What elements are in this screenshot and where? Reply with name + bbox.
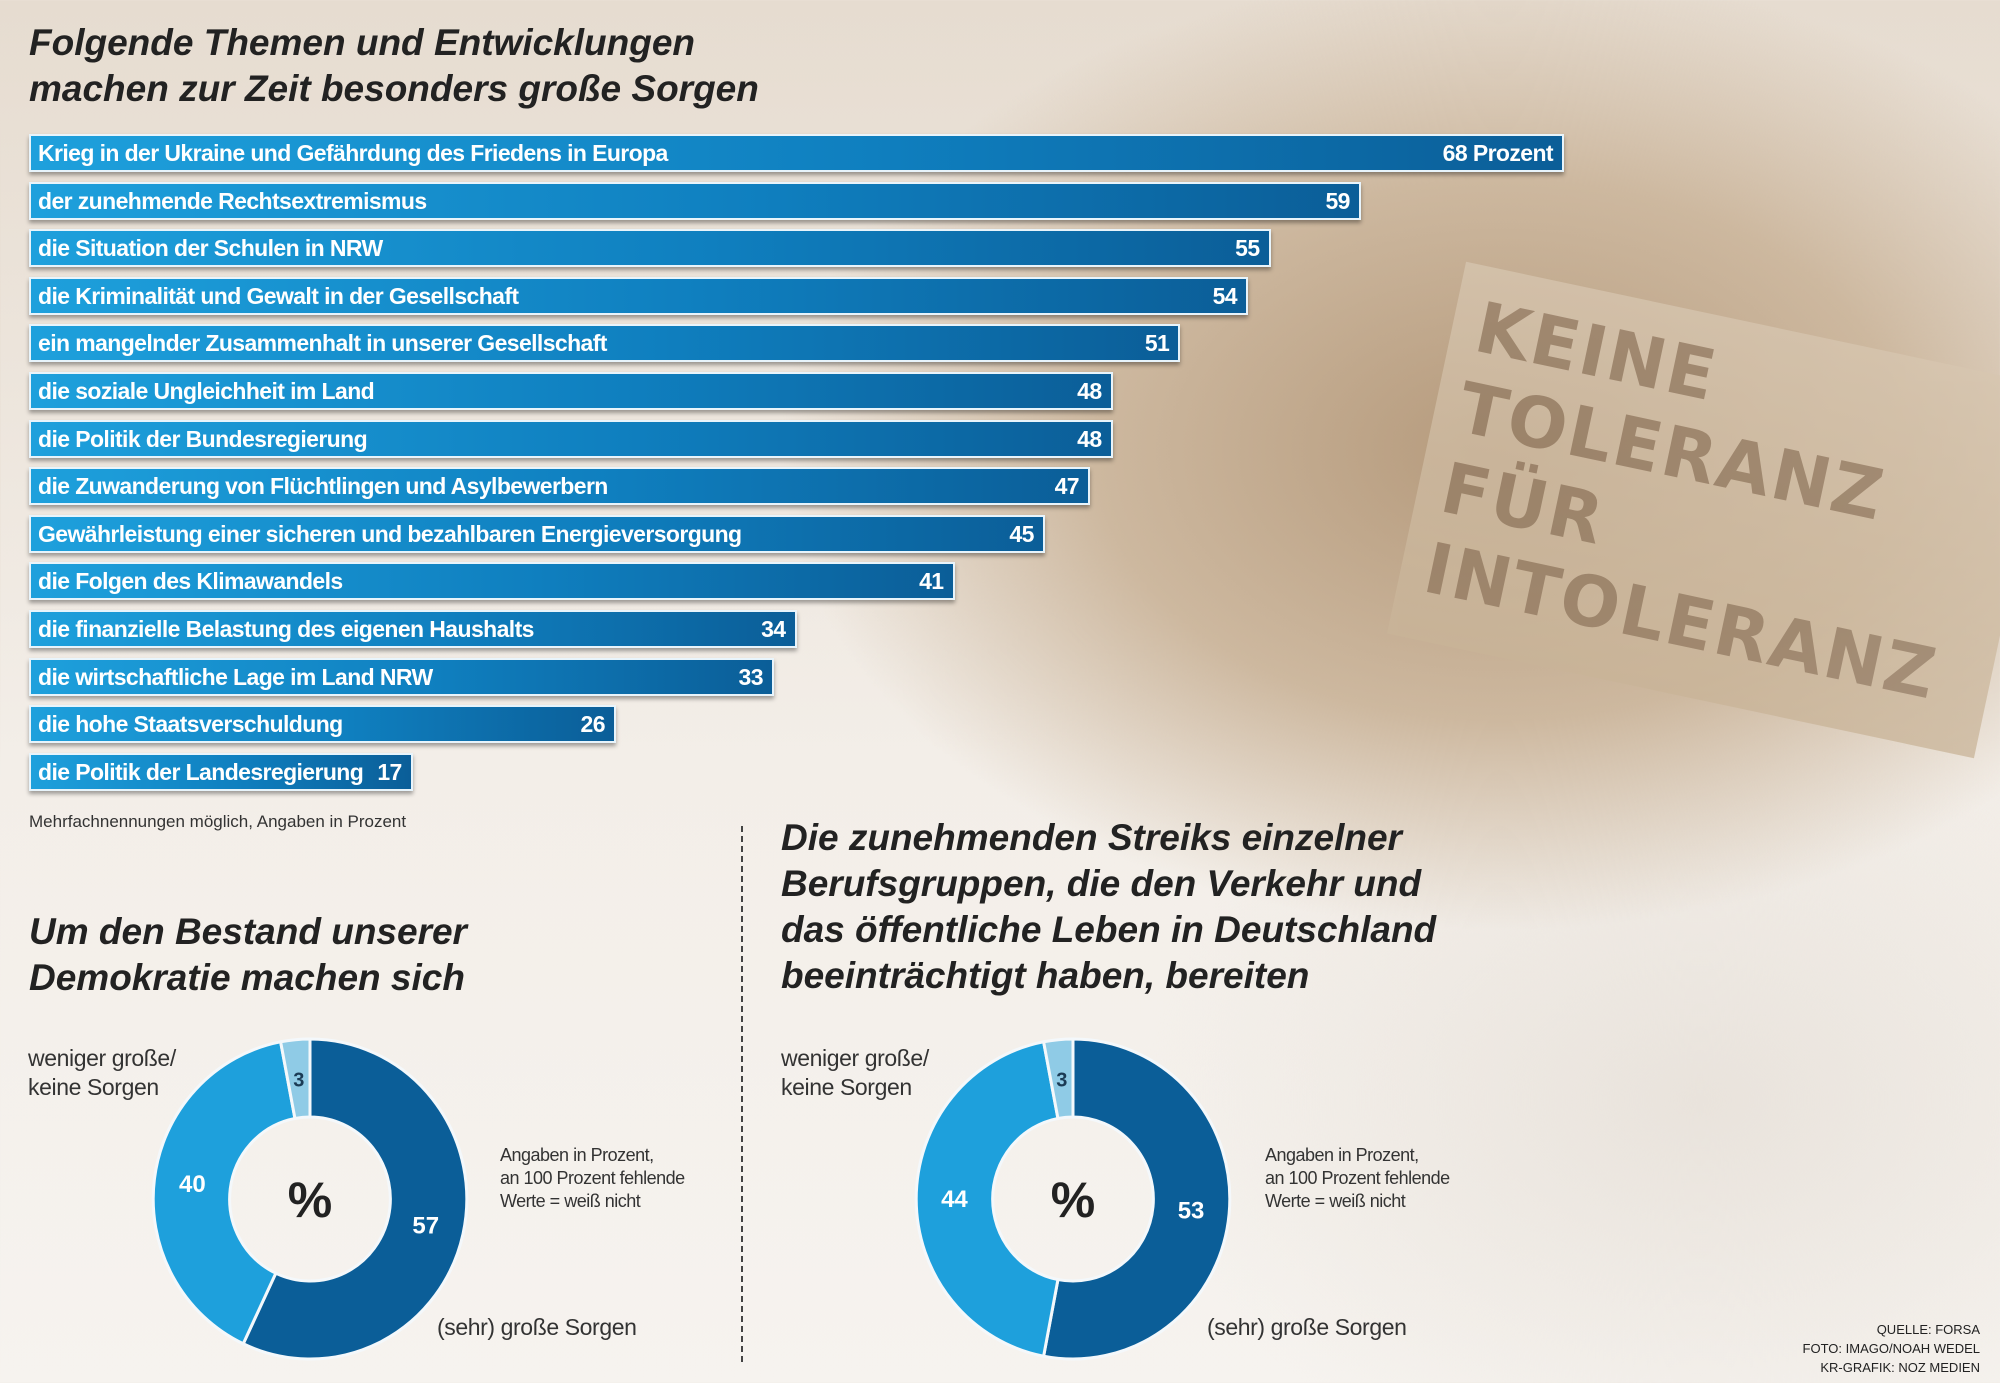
title-line: Um den Bestand unserer <box>29 911 467 952</box>
bar-value: 41 <box>919 568 944 595</box>
bar-value: 47 <box>1054 473 1080 500</box>
bar-label: die finanzielle Belastung des eigenen Ha… <box>38 616 534 642</box>
title-line: Demokratie machen sich <box>29 957 465 998</box>
donut-slice <box>1041 1037 1232 1361</box>
note-line: Angaben in Prozent, <box>1265 1145 1419 1165</box>
bar-label: die soziale Ungleichheit im Land <box>38 378 375 404</box>
donut2-label-low: weniger große/ keine Sorgen <box>781 1044 929 1102</box>
bar: die Kriminalität und Gewalt in der Gesel… <box>29 276 1248 315</box>
donut1-label-high: (sehr) große Sorgen <box>437 1314 637 1340</box>
bar: ein mangelnder Zusammenhalt in unserer G… <box>29 324 1181 363</box>
title-line: Folgende Themen und Entwicklungen <box>29 22 696 63</box>
title-line: Die zunehmenden Streiks einzelner <box>781 817 1402 858</box>
donut-slice <box>151 1040 297 1346</box>
donut-value-label: 3 <box>293 1070 304 1092</box>
graphic-credit: KR-GRAFIK: NOZ MEDIEN <box>1820 1360 1980 1375</box>
title-line: beeinträchtigt haben, bereiten <box>781 955 1310 996</box>
label-line: keine Sorgen <box>781 1074 912 1100</box>
bar-label: die Zuwanderung von Flüchtlingen und Asy… <box>38 473 608 500</box>
bar: die Zuwanderung von Flüchtlingen und Asy… <box>29 467 1090 506</box>
bar-label: die Situation der Schulen in NRW <box>38 235 383 262</box>
note-line: an 100 Prozent fehlende <box>1265 1168 1450 1188</box>
bar-value: 68 Prozent <box>1442 140 1554 166</box>
label-line: weniger große/ <box>781 1045 929 1071</box>
donut2-note: Angaben in Prozent, an 100 Prozent fehle… <box>1265 1144 1450 1213</box>
bar-label: die Kriminalität und Gewalt in der Gesel… <box>38 282 519 309</box>
source-line: QUELLE: FORSA <box>1876 1322 1980 1337</box>
donut-chart-strikes: 53 44 3% <box>914 1037 1232 1361</box>
note-line: Werte = weiß nicht <box>500 1191 641 1211</box>
donut-value-label: 57 <box>412 1212 439 1239</box>
donut-value-label: 53 <box>1178 1197 1205 1224</box>
bar-value: 45 <box>1009 520 1034 547</box>
title-line: machen zur Zeit besonders große Sorgen <box>29 68 759 109</box>
donut-value-label: 44 <box>941 1186 968 1213</box>
bar: Gewährleistung einer sicheren und bezahl… <box>29 514 1045 553</box>
title-line: Berufsgruppen, die den Verkehr und <box>781 863 1422 904</box>
bar-value: 59 <box>1325 187 1350 214</box>
bar-value: 17 <box>377 758 402 785</box>
donut-value-label: 40 <box>179 1171 206 1198</box>
label-line: keine Sorgen <box>28 1074 159 1100</box>
bar: die Folgen des Klimawandels 41 <box>29 562 955 601</box>
bar-label: ein mangelnder Zusammenhalt in unserer G… <box>38 330 607 357</box>
title-line: das öffentliche Leben in Deutschland <box>781 909 1437 950</box>
bar: die Situation der Schulen in NRW 55 <box>29 229 1271 268</box>
donut1-title: Um den Bestand unserer Demokratie machen… <box>29 909 467 1001</box>
donut-slice <box>914 1040 1060 1358</box>
donut-slice <box>278 1037 312 1121</box>
bar-label: Gewährleistung einer sicheren und bezahl… <box>38 520 742 547</box>
donut-center-label: % <box>1051 1172 1095 1228</box>
bar-label: der zunehmende Rechtsextremismus <box>38 187 427 214</box>
bar: die wirtschaftliche Lage im Land NRW 33 <box>29 657 774 696</box>
bar-value: 48 <box>1077 378 1102 404</box>
donut-value-label: 3 <box>1056 1070 1067 1092</box>
bar: die Politik der Bundesregierung 48 <box>29 419 1113 458</box>
bar: die hohe Staatsverschuldung 26 <box>29 705 616 744</box>
note-line: Angaben in Prozent, <box>500 1145 654 1165</box>
donut-slice <box>1041 1037 1075 1121</box>
donut-slice <box>241 1037 469 1361</box>
donut2-label-high: (sehr) große Sorgen <box>1207 1314 1407 1340</box>
note-line: an 100 Prozent fehlende <box>500 1168 685 1188</box>
bar-value: 55 <box>1235 235 1260 262</box>
bar-label: die Politik der Landesregierung <box>38 758 364 785</box>
donut-center-label: % <box>288 1172 332 1228</box>
source-credits: QUELLE: FORSA FOTO: IMAGO/NOAH WEDEL KR-… <box>1803 1320 1980 1377</box>
donut2-title: Die zunehmenden Streiks einzelner Berufs… <box>781 815 1436 999</box>
bar: Krieg in der Ukraine und Gefährdung des … <box>29 134 1564 172</box>
donut-chart-democracy: 57 40 3% <box>151 1037 469 1361</box>
bar-value: 51 <box>1144 330 1170 357</box>
background-photo-sign: KEINE TOLERANZ FÜR INTOLERANZ <box>1387 261 2000 759</box>
bar-value: 26 <box>580 711 606 738</box>
bar: die soziale Ungleichheit im Land 48 <box>29 372 1113 410</box>
bar-value: 33 <box>738 663 764 690</box>
bar-value: 54 <box>1212 282 1238 309</box>
bar-chart-title: Folgende Themen und Entwicklungen machen… <box>29 20 759 112</box>
note-line: Werte = weiß nicht <box>1265 1191 1406 1211</box>
donut1-label-low: weniger große/ keine Sorgen <box>28 1044 176 1102</box>
bar-label: die Folgen des Klimawandels <box>38 568 343 595</box>
bar-label: die hohe Staatsverschuldung <box>38 711 343 738</box>
divider <box>741 826 743 1362</box>
label-line: weniger große/ <box>28 1045 176 1071</box>
bar-label: Krieg in der Ukraine und Gefährdung des … <box>38 140 668 166</box>
bar-label: die Politik der Bundesregierung <box>38 425 368 452</box>
bar-chart-note: Mehrfachnennungen möglich, Angaben in Pr… <box>29 812 407 831</box>
donut1-note: Angaben in Prozent, an 100 Prozent fehle… <box>500 1144 685 1213</box>
bar: die Politik der Landesregierung 17 <box>29 752 413 791</box>
bar-label: die wirtschaftliche Lage im Land NRW <box>38 663 433 690</box>
photo-credit: FOTO: IMAGO/NOAH WEDEL <box>1802 1341 1980 1356</box>
bar-value: 34 <box>761 616 786 642</box>
bar-value: 48 <box>1077 425 1102 452</box>
bar: die finanzielle Belastung des eigenen Ha… <box>29 610 797 648</box>
bar: der zunehmende Rechtsextremismus 59 <box>29 181 1361 220</box>
